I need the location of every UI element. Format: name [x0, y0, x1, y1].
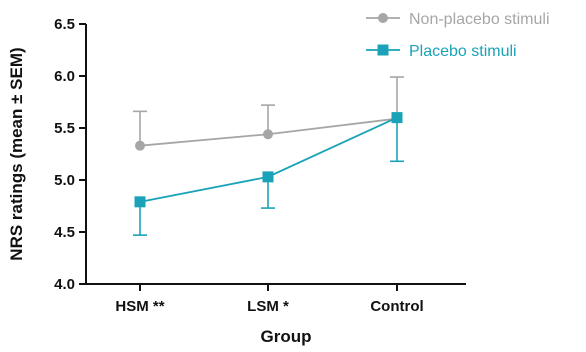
legend-entry: Placebo stimuli	[366, 43, 517, 60]
legend: Non-placebo stimuli Placebo stimuli	[366, 11, 550, 60]
series-placebo	[133, 112, 404, 236]
series-non-placebo	[133, 76, 404, 151]
y-tick-label: 6.0	[54, 68, 75, 85]
x-tick-label: LSM *	[247, 298, 289, 315]
data-point	[135, 140, 145, 151]
data-point	[263, 129, 273, 140]
y-tick-label: 5.0	[54, 172, 75, 189]
data-point	[391, 112, 403, 124]
y-tick-label: 4.5	[54, 224, 75, 241]
x-axis-title: Group	[261, 327, 312, 346]
legend-label: Placebo stimuli	[409, 43, 517, 60]
y-axis-title: NRS ratings (mean ± SEM)	[7, 47, 26, 260]
y-tick-label: 4.0	[54, 276, 75, 293]
x-axis: HSM ** LSM * Control	[86, 283, 466, 315]
legend-entry: Non-placebo stimuli	[366, 11, 550, 28]
x-tick-label: Control	[370, 298, 423, 315]
series-layer	[133, 76, 404, 236]
x-tick-label: HSM **	[115, 298, 164, 315]
y-axis: 4.0 4.5 5.0 5.5 6.0 6.5	[54, 16, 87, 293]
legend-label: Non-placebo stimuli	[409, 11, 550, 28]
legend-marker	[378, 13, 388, 23]
y-tick-label: 6.5	[54, 16, 75, 33]
legend-marker	[377, 44, 389, 56]
data-point	[262, 171, 274, 183]
data-point	[134, 196, 146, 208]
y-tick-label: 5.5	[54, 120, 75, 137]
